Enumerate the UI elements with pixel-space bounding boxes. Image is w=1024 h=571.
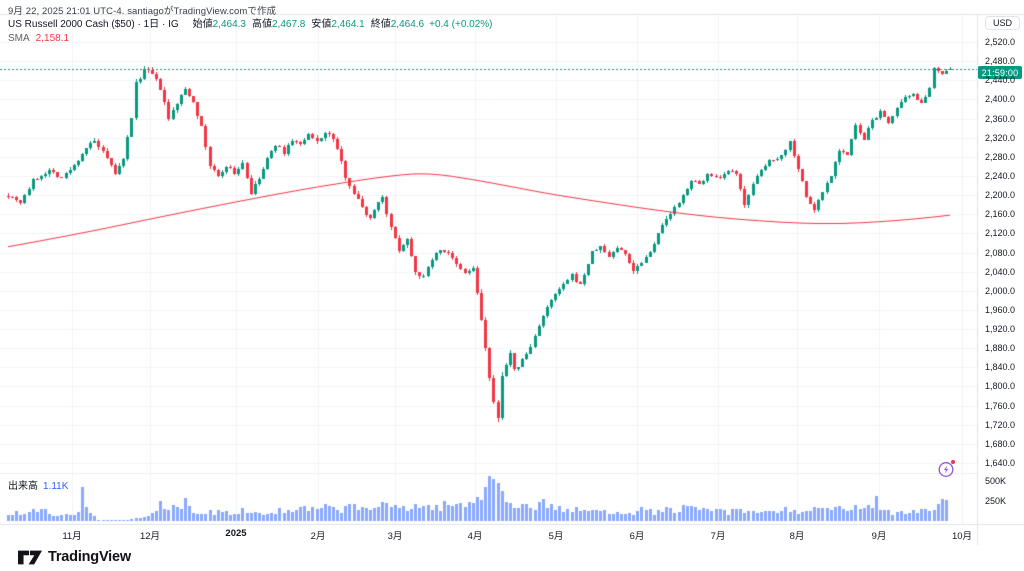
price-axis[interactable]: USD 21:59:00 2,520.0 2,480.0 2,440.0 2,400.… [977,14,1024,545]
notification-dot [951,460,955,464]
volume-legend: 出来高 1.11K [8,477,68,492]
price-tick-label: 2,480.0 [985,56,1016,67]
volume-tick-label: 500K [985,476,1007,486]
price-tick-label: 2,400.0 [985,94,1016,105]
ohlc-value: 2,464.1 [331,19,365,30]
ohlc-label: 高値 [252,19,272,30]
price-tick-label: 1,680.0 [985,438,1016,449]
currency-chip[interactable]: USD [985,16,1021,30]
price-tick-label: 1,640.0 [985,458,1016,468]
sma-value: 2,158.1 [35,33,70,44]
price-tick-label: 1,880.0 [985,343,1016,354]
price-tick-label: 2,200.0 [985,190,1016,201]
ohlc-value: 2,464.6 [390,19,425,30]
time-axis-label: 8月 [789,531,805,542]
footer-bar: TradingView [0,545,1024,571]
ohlc-value: 2,467.8 [272,19,306,30]
volume-label[interactable]: 出来高 [8,481,38,492]
time-axis-label: 5月 [548,531,564,542]
price-tick-label: 2,080.0 [985,247,1016,258]
price-tick-label: 1,920.0 [985,324,1016,335]
price-tick-label: 2,440.0 [985,75,1016,86]
time-axis-label: 2025 [225,528,247,539]
price-tick-label: 2,040.0 [985,266,1016,277]
ohlc-label: 始値 [192,19,213,30]
countdown-badge: 21:59:00 [978,66,1022,79]
time-axis-label: 10月 [951,531,973,542]
spark-icon[interactable] [937,460,955,478]
price-tick-label: 2,520.0 [985,37,1016,47]
price-tick-label: 1,800.0 [985,381,1016,392]
price-tick-label: 2,360.0 [985,113,1016,124]
tradingview-logo-mark [18,550,42,564]
tradingview-logo-text: TradingView [48,549,131,565]
lightning-circle-icon [938,461,954,478]
price-tick-label: 2,320.0 [985,132,1016,143]
sma-label[interactable]: SMA [8,33,30,44]
volume-value: 1.11K [43,481,69,492]
time-axis-label: 2月 [310,531,326,542]
time-axis-label: 4月 [467,531,483,542]
volume-tick-label: 250K [985,496,1007,506]
price-tick-label: 2,120.0 [985,228,1016,239]
ohlc-label: 終値 [370,19,391,30]
price-tick-label: 2,280.0 [985,151,1016,162]
tradingview-logo[interactable]: TradingView [18,549,131,565]
price-tick-label: 2,000.0 [985,285,1016,296]
price-tick-label: 1,760.0 [985,400,1016,411]
price-change: +0.4 (+0.02%) [429,19,493,30]
price-tick-label: 1,960.0 [985,304,1016,315]
price-tick-label: 1,720.0 [985,419,1016,430]
creation-note: 9月 22, 2025 21:01 UTC-4. santiagoがTradin… [8,6,277,17]
sma-legend-row: SMA 2,158.1 [8,32,493,46]
price-tick-label: 2,240.0 [985,170,1016,181]
time-axis-label: 3月 [387,531,403,542]
ohlc-label: 安値 [311,19,332,30]
time-axis[interactable]: 11月 12月 2025 2月 3月 4月 5月 6月 7月 8月 9月 10月 [0,526,977,544]
time-axis-label: 6月 [629,531,645,542]
ohlc-value: 2,464.3 [212,19,246,30]
symbol-legend-row: US Russell 2000 Cash ($50) · 1日 · IG 始値2,… [8,18,493,32]
time-axis-label: 12月 [139,531,161,542]
time-axis-label: 11月 [62,531,82,542]
price-tick-label: 1,840.0 [985,362,1016,373]
symbol-title[interactable]: US Russell 2000 Cash ($50) · 1日 · IG [8,19,179,30]
time-axis-label: 7月 [710,531,726,542]
price-tick-label: 2,160.0 [985,209,1016,220]
time-axis-label: 9月 [871,531,887,542]
symbol-legend: US Russell 2000 Cash ($50) · 1日 · IG 始値2,… [8,18,493,46]
ohlc-values: 始値2,464.3 高値2,467.8 安値2,464.1 終値2,464.6 [187,19,425,30]
